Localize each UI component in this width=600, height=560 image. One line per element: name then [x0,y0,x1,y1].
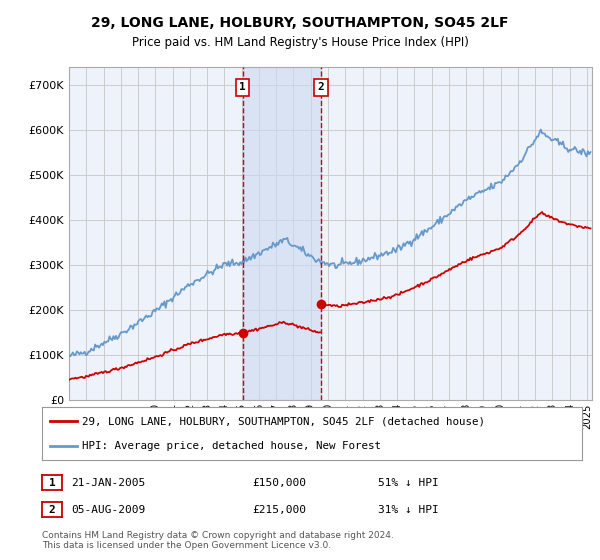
Text: 51% ↓ HPI: 51% ↓ HPI [378,478,439,488]
Text: 1: 1 [49,478,55,488]
Text: Contains HM Land Registry data © Crown copyright and database right 2024.
This d: Contains HM Land Registry data © Crown c… [42,530,394,550]
Text: Price paid vs. HM Land Registry's House Price Index (HPI): Price paid vs. HM Land Registry's House … [131,36,469,49]
Text: 29, LONG LANE, HOLBURY, SOUTHAMPTON, SO45 2LF (detached house): 29, LONG LANE, HOLBURY, SOUTHAMPTON, SO4… [83,417,485,427]
Text: 1: 1 [239,82,246,92]
Text: £150,000: £150,000 [252,478,306,488]
Text: 29, LONG LANE, HOLBURY, SOUTHAMPTON, SO45 2LF: 29, LONG LANE, HOLBURY, SOUTHAMPTON, SO4… [91,16,509,30]
Text: 31% ↓ HPI: 31% ↓ HPI [378,505,439,515]
Text: 05-AUG-2009: 05-AUG-2009 [71,505,145,515]
Text: 2: 2 [49,505,55,515]
Text: 21-JAN-2005: 21-JAN-2005 [71,478,145,488]
Text: 2: 2 [317,82,325,92]
Bar [243,67,321,400]
Text: £215,000: £215,000 [252,505,306,515]
Text: HPI: Average price, detached house, New Forest: HPI: Average price, detached house, New … [83,441,382,451]
